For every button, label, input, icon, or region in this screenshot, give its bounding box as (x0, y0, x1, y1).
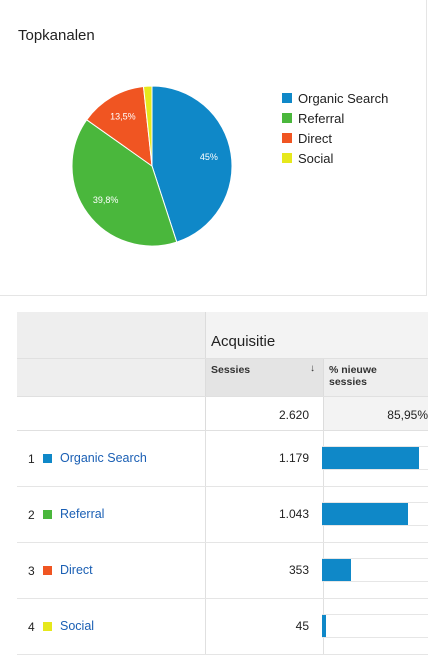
top-channels-card: Topkanalen 45% 39,8% 13,5% Organic Search R… (0, 0, 427, 296)
legend-swatch (282, 153, 292, 163)
channel-color-swatch (43, 454, 52, 463)
pie-slice-referral[interactable] (71, 119, 178, 247)
bar-track (322, 446, 428, 470)
sort-down-icon[interactable]: ↓ (310, 363, 315, 374)
new-sessions-total-value: 85,95% (387, 408, 428, 422)
channel-color-swatch (43, 510, 52, 519)
sessions-total-cell: 2.620 (205, 397, 323, 430)
pie-slice-label: 13,5% (110, 111, 136, 121)
channel-link-social[interactable]: Social (60, 619, 95, 633)
acquisition-group-label: Acquisitie (211, 333, 276, 350)
table-row: 3 Direct 353 (17, 543, 428, 599)
sessions-bar (322, 503, 408, 525)
row-index: 4 (28, 620, 35, 634)
bar-track (322, 558, 428, 582)
channel-link-referral[interactable]: Referral (60, 507, 105, 521)
sessions-bar (322, 559, 351, 581)
legend-swatch (282, 93, 292, 103)
legend-label: Direct (298, 130, 332, 146)
legend-item-organic-search[interactable]: Organic Search (282, 88, 388, 108)
channel-link-direct[interactable]: Direct (60, 563, 93, 577)
sessions-cell: 1.043 (205, 487, 323, 542)
legend-label: Organic Search (298, 90, 389, 106)
sessions-bar (322, 447, 419, 469)
legend-swatch (282, 133, 292, 143)
table-column-header-row: Sessies ↓ % nieuwe sessies (17, 359, 428, 397)
row-index: 2 (28, 508, 35, 522)
sessions-cell: 45 (205, 599, 323, 654)
bar-track (322, 614, 428, 638)
table-row: 2 Referral 1.043 (17, 487, 428, 543)
row-index: 3 (28, 564, 35, 578)
table-row: 4 Social 45 (17, 599, 428, 655)
sessions-bar-cell (322, 431, 428, 486)
sessions-value: 1.179 (278, 451, 309, 465)
sessions-column-label: Sessies (211, 364, 251, 376)
sessions-value: 45 (295, 619, 309, 633)
pie-slice-direct[interactable] (85, 85, 153, 168)
sessions-bar-cell (322, 487, 428, 542)
pie-slice-social[interactable] (142, 85, 153, 167)
sessions-column-header[interactable]: Sessies ↓ (205, 359, 323, 396)
legend-label: Social (298, 150, 334, 166)
channel-color-swatch (43, 622, 52, 631)
table-row: 1 Organic Search 1.179 (17, 431, 428, 487)
acquisition-group-header: Acquisitie (205, 312, 428, 358)
sessions-bar-cell (322, 599, 428, 654)
legend-label: Referral (298, 110, 345, 126)
sessions-cell: 1.179 (205, 431, 323, 486)
table-group-header-row: Acquisitie (17, 312, 428, 359)
pie-slice-label: 39,8% (93, 195, 119, 205)
sessions-bar (322, 615, 326, 637)
row-index: 1 (28, 452, 35, 466)
sessions-cell: 353 (205, 543, 323, 598)
acquisition-table: Acquisitie Sessies ↓ % nieuwe sessies 2.… (17, 312, 428, 655)
chart-legend: Organic Search Referral Direct Social (282, 88, 388, 168)
totals-row: 2.620 85,95% (17, 397, 428, 431)
bar-track (322, 502, 428, 526)
card-title: Topkanalen (18, 27, 95, 44)
pie-chart: 45% 39,8% 13,5% (71, 85, 233, 247)
pie-slice-organic-search[interactable] (151, 85, 233, 243)
legend-item-social[interactable]: Social (282, 148, 388, 168)
legend-item-referral[interactable]: Referral (282, 108, 388, 128)
sessions-value: 353 (288, 563, 309, 577)
sessions-value: 1.043 (278, 507, 309, 521)
legend-swatch (282, 113, 292, 123)
channel-link-organic-search[interactable]: Organic Search (60, 451, 147, 465)
new-sessions-total-cell: 85,95% (323, 397, 428, 430)
sessions-total-value: 2.620 (278, 408, 309, 422)
sessions-bar-cell (322, 543, 428, 598)
new-sessions-column-header[interactable]: % nieuwe sessies (323, 359, 428, 396)
channel-color-swatch (43, 566, 52, 575)
legend-item-direct[interactable]: Direct (282, 128, 388, 148)
new-sessions-column-label: % nieuwe sessies (329, 364, 377, 388)
pie-slice-label: 45% (200, 152, 218, 162)
